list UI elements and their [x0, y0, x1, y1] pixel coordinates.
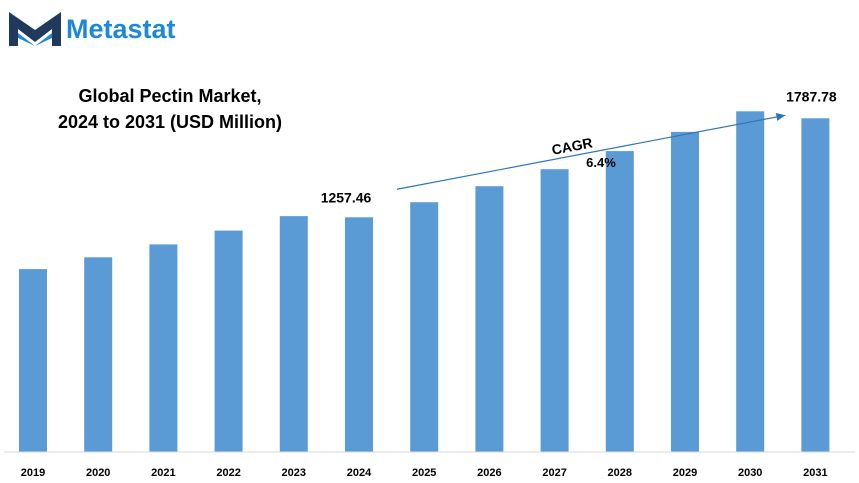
- bar-2021: [149, 244, 178, 452]
- x-tick-label: 2021: [151, 467, 175, 479]
- x-tick-label: 2026: [477, 467, 501, 479]
- data-label-2024: 1257.46: [321, 189, 372, 205]
- data-label-2031: 1787.78: [786, 88, 837, 104]
- bar-2022: [214, 230, 243, 452]
- x-tick-label: 2030: [738, 467, 762, 479]
- x-tick-label: 2028: [608, 467, 632, 479]
- cagr-arrow-line: [396, 114, 786, 190]
- x-tick-label: 2024: [347, 467, 372, 479]
- chart-title: Global Pectin Market, 2024 to 2031 (USD …: [58, 86, 282, 132]
- bar-2024: [345, 217, 373, 452]
- cagr-value: 6.4%: [586, 155, 616, 170]
- x-tick-label: 2031: [803, 467, 827, 479]
- x-tick-label: 2019: [21, 467, 45, 479]
- bar-series: [19, 111, 830, 453]
- brand-logo: Metastat: [9, 12, 176, 46]
- bar-2019: [19, 269, 47, 452]
- x-tick-label: 2023: [282, 467, 306, 479]
- x-tick-label: 2029: [673, 467, 697, 479]
- x-tick-label: 2025: [412, 467, 436, 479]
- x-tick-label: 2027: [542, 467, 566, 479]
- bar-2025: [410, 202, 439, 452]
- metastat-m-logo-icon: [9, 12, 61, 46]
- brand-name: Metastat: [66, 14, 176, 44]
- bar-2026: [475, 186, 504, 452]
- x-axis-ticks: 2019 2020 2021 2022 2023 2024 2025 2026 2027 2028…: [21, 467, 828, 479]
- bar-2030: [736, 111, 765, 453]
- bar-2023: [279, 216, 308, 452]
- cagr-annotation: CAGR 6.4%: [396, 113, 786, 190]
- bar-2028: [605, 151, 634, 452]
- bar-2029: [671, 131, 699, 452]
- bar-2020: [84, 257, 113, 452]
- data-labels: 1257.46 1787.78: [321, 88, 837, 205]
- bar-2027: [540, 169, 569, 452]
- chart-title-line2: 2024 to 2031 (USD Million): [58, 112, 282, 132]
- cagr-label: CAGR: [550, 134, 594, 157]
- x-tick-label: 2020: [86, 467, 110, 479]
- cagr-arrowhead: [775, 113, 786, 121]
- bar-2031: [801, 118, 830, 453]
- chart-title-line1: Global Pectin Market,: [78, 86, 261, 106]
- x-tick-label: 2022: [216, 467, 240, 479]
